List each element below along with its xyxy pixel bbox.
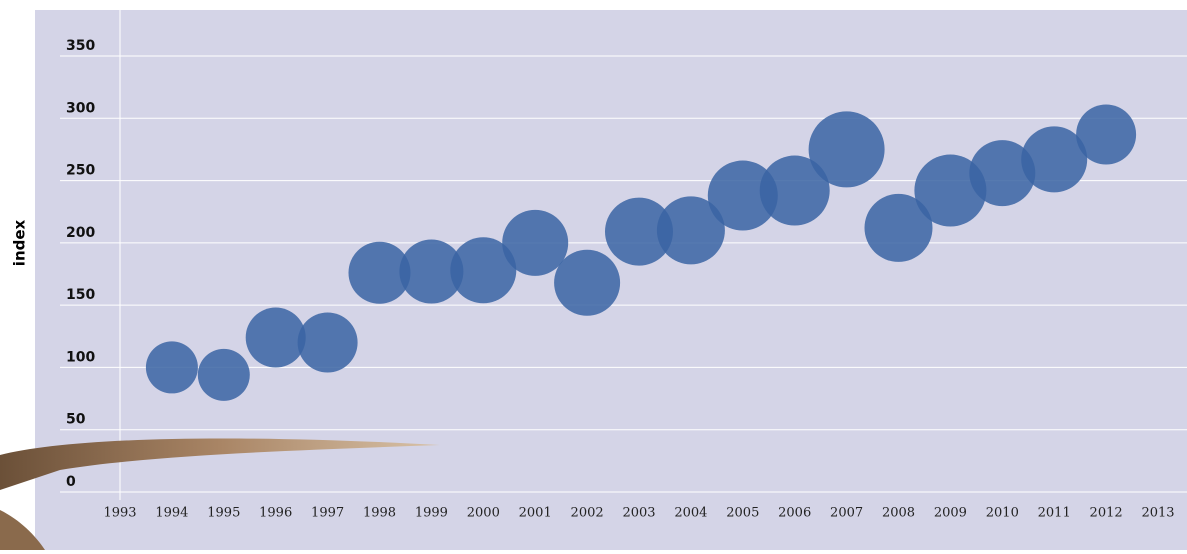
x-tick-label: 2009 [934, 506, 967, 521]
bubble [1021, 126, 1088, 193]
bubble [197, 348, 250, 401]
y-axis-label: index [11, 219, 29, 266]
bubble [808, 111, 885, 188]
y-tick-label: 350 [66, 38, 95, 54]
x-tick-label: 2008 [882, 506, 915, 521]
y-tick-label: 200 [66, 225, 95, 241]
x-tick-label: 2006 [778, 506, 811, 521]
lizard-decoration [0, 438, 440, 490]
x-tick-label: 2002 [571, 506, 604, 521]
x-tick-label: 2011 [1038, 506, 1071, 521]
bubble [399, 239, 464, 304]
bubble [145, 341, 198, 394]
y-tick-label: 100 [66, 349, 95, 365]
y-tick-label: 250 [66, 163, 95, 179]
bubble [502, 209, 569, 276]
x-tick-label: 2000 [467, 506, 500, 521]
bubble [348, 241, 411, 304]
x-tick-label: 2010 [986, 506, 1019, 521]
lizard-decoration [0, 510, 45, 550]
x-tick-label: 2013 [1141, 506, 1174, 521]
x-tick-label: 2007 [830, 506, 863, 521]
bubble [245, 307, 306, 368]
bubble [450, 237, 517, 304]
bubble [969, 140, 1036, 207]
x-tick-label: 2012 [1090, 506, 1123, 521]
y-tick-label: 300 [66, 100, 95, 116]
bubble [864, 193, 933, 262]
x-tick-label: 1998 [363, 506, 396, 521]
bubble [914, 154, 987, 227]
bubble [759, 155, 830, 226]
x-tick-label: 1995 [207, 506, 240, 521]
bubble [554, 249, 621, 316]
x-tick-label: 1994 [155, 506, 188, 521]
y-tick-label: 50 [66, 412, 86, 428]
x-tick-label: 1993 [103, 506, 136, 521]
bubble [707, 160, 778, 231]
x-tick-label: 2001 [519, 506, 552, 521]
bubble [656, 196, 725, 265]
x-tick-label: 1999 [415, 506, 448, 521]
x-tick-label: 1997 [311, 506, 344, 521]
x-tick-label: 2003 [622, 506, 655, 521]
bubble [1076, 104, 1137, 165]
bubble [297, 312, 358, 373]
x-tick-label: 2005 [726, 506, 759, 521]
x-tick-label: 2004 [674, 506, 707, 521]
bubble [605, 197, 673, 266]
y-tick-label: 150 [66, 287, 95, 303]
x-tick-label: 1996 [259, 506, 292, 521]
y-tick-label: 0 [66, 474, 76, 490]
